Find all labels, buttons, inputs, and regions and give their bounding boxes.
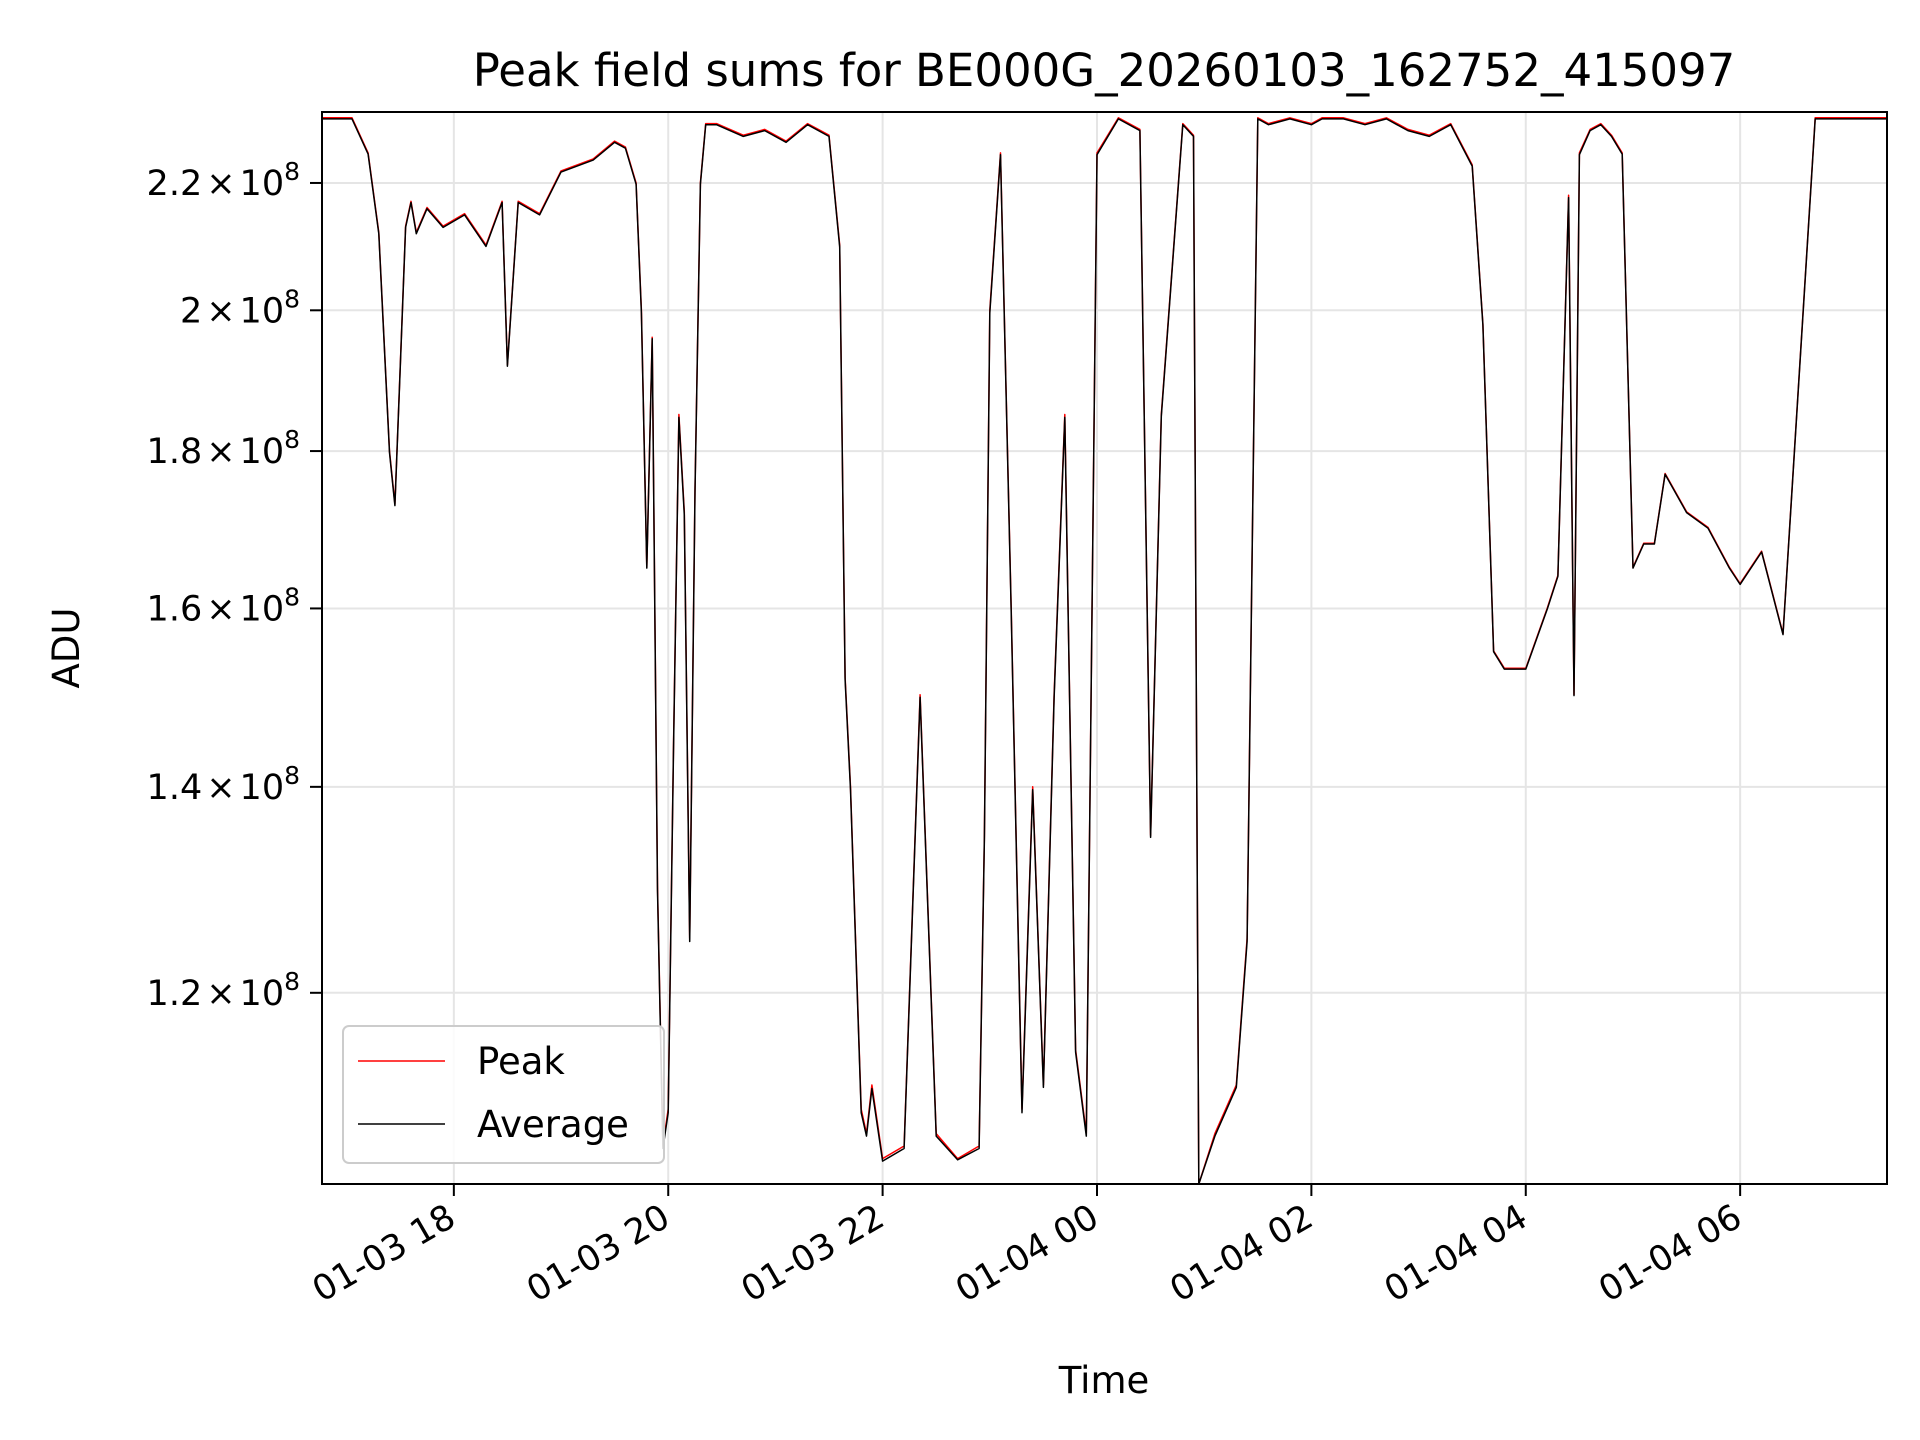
y-axis: 1.2 × 108 1.4 × 108 1.6 × 108 1.8 × 108 2 × 108 2.2 × 108 [147,157,322,1014]
x-axis-label: Time [1058,1359,1150,1402]
legend-label-peak: Peak [477,1040,565,1083]
y-tick-label: 1.2 × 108 [147,967,300,1014]
chart-title: Peak field sums for BE000G_20260103_1627… [473,44,1735,97]
grid [322,112,1887,1184]
plot-frame [321,111,1888,1185]
y-tick-label: 1.4 × 108 [147,761,300,808]
y-tick-label: 2.2 × 108 [147,157,300,204]
y-tick-label: 2 × 108 [180,284,300,331]
legend: Peak Average [342,1025,665,1164]
series-line-average [322,118,1887,1184]
y-tick-label: 1.8 × 108 [147,425,300,472]
y-tick-label: 1.6 × 108 [147,582,300,629]
y-axis-label: ADU [45,608,88,689]
series-layer [322,117,1887,1184]
legend-label-average: Average [477,1103,629,1146]
